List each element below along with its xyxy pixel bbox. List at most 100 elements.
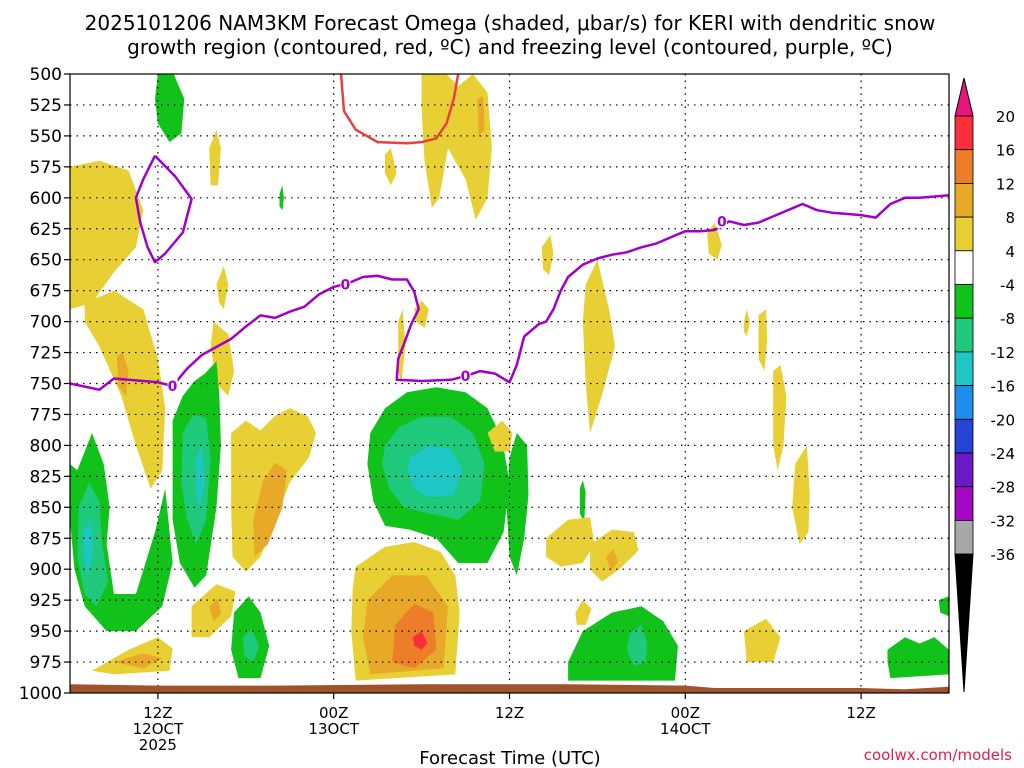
colorbar-label: -36: [991, 546, 1016, 564]
y-tick-label: 525: [30, 96, 62, 116]
omega-cell-53: [209, 129, 221, 186]
colorbar-label: -8: [1000, 310, 1015, 328]
y-tick-label: 975: [30, 653, 62, 673]
y-tick-label: 675: [30, 282, 62, 302]
freezing-level-label: 0: [717, 214, 727, 230]
omega-cell-22: [568, 606, 678, 681]
dendritic-growth-contours: [134, 74, 460, 264]
colorbar-swatch-12: [954, 520, 974, 555]
colorbar-swatch-2: [954, 182, 974, 218]
colorbar-swatch-8: [954, 385, 974, 420]
colorbar-swatch-0: [954, 115, 974, 151]
y-tick-label: 650: [30, 251, 62, 271]
y-tick-label: 1000: [19, 684, 62, 704]
x-tick-label: 12Z: [846, 704, 875, 722]
x-tick-label: 12Z: [143, 704, 172, 722]
x-tick-label: 12Z: [495, 704, 524, 722]
omega-cell-44: [743, 618, 781, 662]
omega-cell-48: [707, 222, 722, 260]
y-tick-label: 700: [30, 313, 62, 333]
omega-shading: [70, 74, 949, 681]
freezing-level-line: [69, 194, 950, 391]
y-tick-label: 850: [30, 498, 62, 518]
omega-cell-17: [242, 628, 259, 662]
colorbar: 20 16 12 8 4 -4 -8 -12 -16 -20 -24 -28 -32 -36: [954, 77, 1016, 693]
omega-cell-52: [216, 265, 229, 310]
omega-cell-39: [546, 517, 595, 567]
colorbar-label: -20: [991, 411, 1016, 429]
colorbar-label: -32: [991, 512, 1016, 530]
freezing-level-label: 0: [168, 379, 178, 395]
axes: 500 525 550 575 600 625 650 675 700 725 750 775 800 8…: [19, 65, 950, 754]
omega-cell-35: [385, 148, 397, 186]
colorbar-swatch-3: [954, 216, 974, 252]
y-tick-label: 750: [30, 375, 62, 395]
omega-cell-9: [114, 653, 163, 669]
freezing-level-label: 0: [461, 369, 471, 385]
x-tick-label: 00Z: [319, 704, 348, 722]
omega-cell-42: [575, 600, 592, 625]
surface-terrain: [70, 684, 949, 693]
y-tick-label: 875: [30, 529, 62, 549]
freezing-label-bg-1: [340, 276, 351, 292]
x-tick-label: 12OCT: [133, 720, 184, 738]
x-axis-label: Forecast Time (UTC): [419, 748, 600, 768]
y-tick-label: 500: [30, 65, 62, 85]
omega-cell-20: [407, 445, 463, 498]
omega-cell-32: [412, 631, 428, 650]
freezing-label-bg-3: [716, 213, 727, 229]
colorbar-bottom-arrow: [954, 553, 974, 693]
omega-cell-41: [606, 549, 618, 572]
chart-title-line1: 2025101206 NAM3KM Forecast Omega (shaded…: [85, 11, 936, 35]
omega-cell-47: [758, 309, 768, 372]
colorbar-label: 8: [1005, 209, 1015, 227]
omega-cell-43: [582, 259, 615, 433]
colorbar-swatch-10: [954, 452, 974, 488]
omega-cell-28: [938, 596, 949, 617]
y-tick-label: 725: [30, 344, 62, 364]
y-tick-label: 625: [30, 220, 62, 240]
freezing-level-label: 0: [341, 277, 351, 293]
omega-cell-5: [253, 462, 287, 557]
omega-cell-21: [506, 433, 529, 576]
omega-cell-27: [887, 637, 949, 679]
y-tick-label: 600: [30, 189, 62, 209]
x-tick-label: 00Z: [671, 704, 700, 722]
y-tick-label: 925: [30, 591, 62, 611]
omega-cell-14: [181, 414, 211, 545]
omega-cell-46: [773, 364, 787, 471]
omega-cell-49: [743, 309, 750, 337]
dgz-contour-1: [134, 154, 193, 264]
colorbar-swatch-5: [954, 284, 974, 319]
colorbar-label: -4: [1000, 277, 1015, 295]
x-tick-label: 2025: [139, 736, 177, 754]
omega-cell-50: [541, 234, 554, 275]
x-tick-label: 14OCT: [660, 720, 711, 738]
y-tick-label: 950: [30, 622, 62, 642]
labels: 2025101206 NAM3KM Forecast Omega (shaded…: [85, 11, 1013, 768]
omega-cell-0: [70, 160, 144, 310]
y-tick-label: 775: [30, 405, 62, 425]
y-tick-label: 550: [30, 127, 62, 147]
omega-cell-45: [792, 445, 810, 545]
x-tick-label: 13OCT: [308, 720, 359, 738]
colorbar-swatch-4: [954, 250, 974, 285]
dgz-contour-0: [339, 74, 460, 145]
colorbar-label: -12: [991, 344, 1016, 362]
omega-cell-33: [421, 74, 492, 221]
colorbar-label: -24: [991, 445, 1016, 463]
omega-cell-26: [155, 74, 185, 143]
y-tick-label: 900: [30, 560, 62, 580]
colorbar-swatch-7: [954, 351, 974, 386]
colorbar-swatch-9: [954, 418, 974, 454]
y-tick-label: 575: [30, 158, 62, 178]
colorbar-label: -16: [991, 378, 1016, 396]
omega-cell-25: [279, 185, 284, 211]
watermark: coolwx.com/models: [864, 746, 1012, 764]
omega-cell-23: [626, 624, 648, 666]
omega-cell-8: [92, 637, 173, 675]
omega-cell-12: [83, 519, 94, 576]
colorbar-label: 12: [996, 175, 1015, 193]
omega-cell-34: [477, 96, 485, 136]
